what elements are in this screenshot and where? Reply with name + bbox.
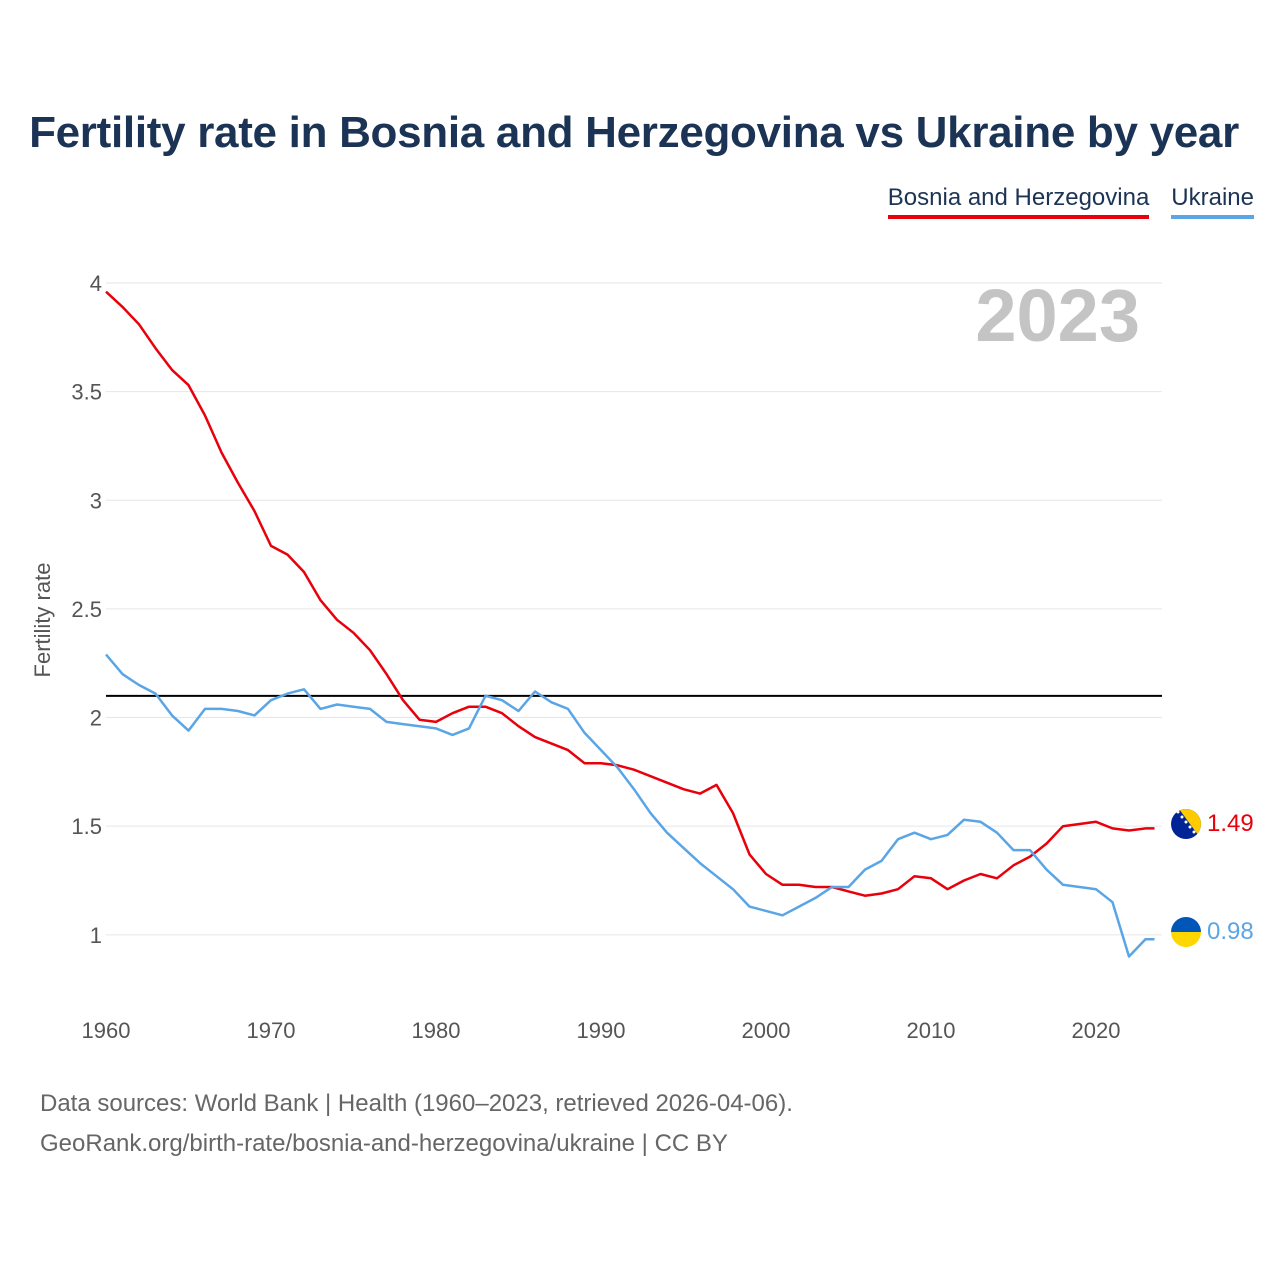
x-tick-label: 1990 bbox=[577, 1018, 626, 1043]
series-line-bosnia[interactable] bbox=[105, 290, 1155, 897]
chart-title: Fertility rate in Bosnia and Herzegovina… bbox=[29, 108, 1239, 157]
data-sources-text: Data sources: World Bank | Health (1960–… bbox=[40, 1090, 793, 1117]
y-axis-ticks: 1 1.5 2 2.5 3 3.5 4 bbox=[71, 271, 102, 948]
end-value-label-bosnia: 1.49 bbox=[1207, 810, 1254, 837]
footer: Data sources: World Bank | Health (1960–… bbox=[40, 1084, 793, 1164]
y-tick-label: 1 bbox=[90, 923, 102, 948]
source-link[interactable]: GeoRank.org/birth-rate/bosnia-and-herzeg… bbox=[40, 1130, 728, 1157]
series-lines bbox=[105, 290, 1155, 958]
legend-item-ukraine[interactable]: Ukraine bbox=[1171, 184, 1254, 219]
bosnia-flag-icon bbox=[1171, 809, 1201, 839]
y-tick-label: 3.5 bbox=[71, 380, 102, 405]
y-tick-label: 3 bbox=[90, 488, 102, 513]
y-tick-label: 4 bbox=[90, 271, 102, 296]
legend-item-bosnia[interactable]: Bosnia and Herzegovina bbox=[887, 184, 1150, 219]
x-tick-label: 2000 bbox=[742, 1018, 791, 1043]
gridlines bbox=[106, 282, 1162, 936]
x-tick-label: 1980 bbox=[412, 1018, 461, 1043]
end-value-label-ukraine: 0.98 bbox=[1207, 918, 1254, 945]
x-axis-ticks: 1960 1970 1980 1990 2000 2010 2020 bbox=[82, 1018, 1121, 1043]
x-tick-label: 1960 bbox=[82, 1018, 131, 1043]
line-chart: 1 1.5 2 2.5 3 3.5 4 1960 1970 1980 1990 2000 2010 20… bbox=[30, 271, 1254, 1043]
year-watermark: 2023 bbox=[975, 274, 1140, 357]
legend: Bosnia and Herzegovina Ukraine bbox=[887, 184, 1254, 219]
y-tick-label: 2.5 bbox=[71, 597, 102, 622]
x-tick-label: 2020 bbox=[1072, 1018, 1121, 1043]
x-tick-label: 1970 bbox=[247, 1018, 296, 1043]
series-line-ukraine[interactable] bbox=[105, 653, 1155, 958]
y-tick-label: 2 bbox=[90, 706, 102, 731]
ukraine-flag-icon bbox=[1171, 917, 1201, 947]
y-tick-label: 1.5 bbox=[71, 814, 102, 839]
y-axis-label: Fertility rate bbox=[30, 563, 55, 678]
x-tick-label: 2010 bbox=[907, 1018, 956, 1043]
